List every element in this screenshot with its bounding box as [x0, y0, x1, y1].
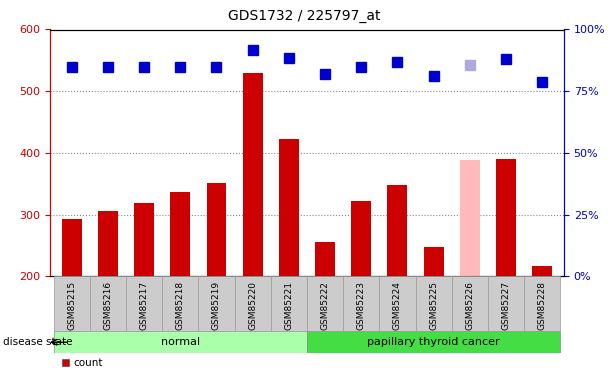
Bar	[279, 139, 299, 276]
Text: normal: normal	[161, 337, 200, 347]
Text: GSM85224: GSM85224	[393, 280, 402, 330]
Text: GSM85217: GSM85217	[140, 280, 148, 330]
Text: GSM85216: GSM85216	[103, 280, 112, 330]
Bar	[424, 247, 444, 276]
Bar	[532, 266, 552, 276]
Bar	[235, 276, 271, 331]
Bar	[307, 331, 561, 353]
Text: GSM85215: GSM85215	[67, 280, 76, 330]
Bar	[98, 211, 118, 276]
Text: disease state: disease state	[3, 337, 72, 347]
Bar	[90, 276, 126, 331]
Bar	[198, 276, 235, 331]
Bar	[379, 276, 415, 331]
Text: GSM85228: GSM85228	[537, 280, 547, 330]
Bar	[343, 276, 379, 331]
Bar	[452, 276, 488, 331]
Text: GSM85219: GSM85219	[212, 280, 221, 330]
Bar	[134, 204, 154, 276]
Bar	[496, 159, 516, 276]
Text: GDS1732 / 225797_at: GDS1732 / 225797_at	[228, 9, 380, 23]
Bar	[387, 185, 407, 276]
Bar	[54, 276, 90, 331]
Bar	[207, 183, 226, 276]
Text: GSM85218: GSM85218	[176, 280, 185, 330]
Text: GSM85221: GSM85221	[285, 280, 294, 330]
Bar	[415, 276, 452, 331]
Text: GSM85223: GSM85223	[357, 280, 366, 330]
Bar	[315, 242, 335, 276]
Bar	[524, 276, 561, 331]
Bar	[54, 331, 307, 353]
Bar	[271, 276, 307, 331]
Bar	[460, 160, 480, 276]
Text: GSM85227: GSM85227	[502, 280, 511, 330]
Bar	[170, 192, 190, 276]
Text: count: count	[74, 358, 103, 368]
Bar	[162, 276, 198, 331]
Text: GSM85220: GSM85220	[248, 280, 257, 330]
Bar	[62, 219, 81, 276]
Bar	[307, 276, 343, 331]
Text: GSM85226: GSM85226	[465, 280, 474, 330]
Bar	[488, 276, 524, 331]
Text: papillary thyroid cancer: papillary thyroid cancer	[367, 337, 500, 347]
Bar	[243, 73, 263, 276]
Text: GSM85225: GSM85225	[429, 280, 438, 330]
Bar	[126, 276, 162, 331]
Bar	[351, 201, 371, 276]
Text: GSM85222: GSM85222	[320, 280, 330, 330]
